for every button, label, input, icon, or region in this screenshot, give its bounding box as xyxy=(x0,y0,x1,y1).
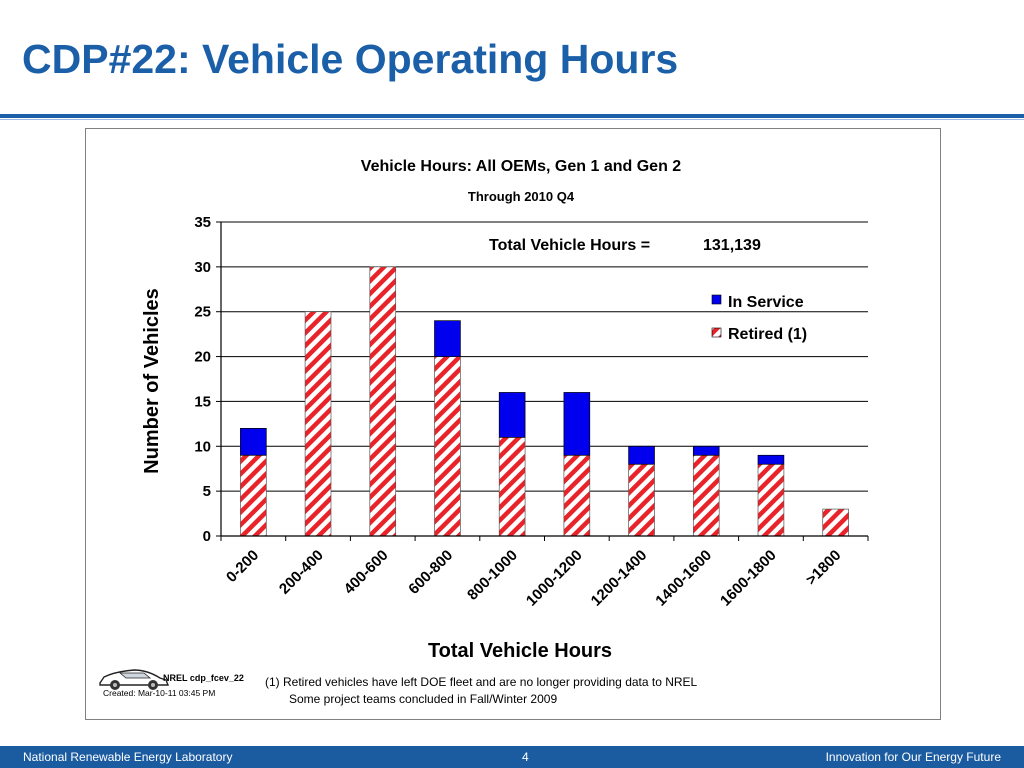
bar-retired xyxy=(692,454,720,537)
total-hours-value: 131,139 xyxy=(703,237,761,254)
chart-subtitle: Through 2010 Q4 xyxy=(468,189,575,204)
created-timestamp: Created: Mar-10-11 03:45 PM xyxy=(103,688,215,698)
footnote-line-1: (1) Retired vehicles have left DOE fleet… xyxy=(265,675,698,689)
bar-retired xyxy=(628,463,655,537)
y-tick-label: 25 xyxy=(194,304,211,321)
x-tick-label: 1600-1800 xyxy=(717,547,780,610)
legend-swatch-retired xyxy=(711,327,722,338)
footnote-line-2: Some project teams concluded in Fall/Win… xyxy=(289,692,557,706)
legend: In Service Retired (1) xyxy=(711,294,807,343)
y-tick-label: 15 xyxy=(194,393,211,410)
footer-tagline: Innovation for Our Energy Future xyxy=(825,750,1001,764)
x-tick-label: 600-800 xyxy=(405,547,456,598)
car-icon xyxy=(99,669,170,690)
x-tick-label: 1200-1400 xyxy=(588,547,651,610)
legend-label-in-service: In Service xyxy=(728,294,804,311)
y-tick-label: 35 xyxy=(194,214,211,231)
title-divider xyxy=(0,114,1024,118)
x-tick-label: 0-200 xyxy=(223,547,262,586)
x-tick-label: >1800 xyxy=(803,547,845,589)
x-tick-label: 800-1000 xyxy=(464,547,521,604)
x-tick-label: 1000-1200 xyxy=(523,547,586,610)
bar-in-service xyxy=(692,445,720,456)
x-tick-label: 400-600 xyxy=(341,547,392,598)
bar-retired xyxy=(498,436,526,537)
bar-in-service xyxy=(563,392,591,456)
y-tick-label: 10 xyxy=(194,438,211,455)
legend-label-retired: Retired (1) xyxy=(728,326,807,343)
y-tick-labels: 0 5 10 15 20 25 30 35 xyxy=(194,214,211,545)
x-tick-label: 1400-1600 xyxy=(652,547,715,610)
y-tick-label: 0 xyxy=(203,528,211,545)
bar-retired xyxy=(822,508,849,537)
chart-frame: Vehicle Hours: All OEMs, Gen 1 and Gen 2… xyxy=(85,128,941,720)
bar-in-service xyxy=(757,454,785,465)
legend-swatch-in-service xyxy=(711,294,722,305)
chart-title: Vehicle Hours: All OEMs, Gen 1 and Gen 2 xyxy=(361,158,681,175)
bar-in-service xyxy=(434,320,461,357)
y-tick-label: 20 xyxy=(194,349,211,366)
y-tick-label: 30 xyxy=(194,259,211,276)
bar-retired xyxy=(434,356,461,537)
bar-retired xyxy=(563,454,591,537)
bars-group xyxy=(240,266,849,537)
axes-group xyxy=(216,221,869,541)
bar-in-service xyxy=(498,392,526,438)
bar-chart: Vehicle Hours: All OEMs, Gen 1 and Gen 2… xyxy=(99,158,869,706)
x-axis-label: Total Vehicle Hours xyxy=(428,640,612,662)
slide-title: CDP#22: Vehicle Operating Hours xyxy=(22,36,679,82)
x-tick-label: 200-400 xyxy=(276,547,327,598)
bar-retired xyxy=(757,463,785,537)
footer-organization: National Renewable Energy Laboratory xyxy=(23,750,233,764)
bar-retired xyxy=(240,454,267,537)
slide-footer: National Renewable Energy Laboratory 4 I… xyxy=(0,746,1024,768)
title-divider-thin xyxy=(0,119,1024,120)
bar-in-service xyxy=(628,445,655,465)
total-hours-label: Total Vehicle Hours = xyxy=(489,237,650,254)
source-id: NREL cdp_fcev_22 xyxy=(163,673,244,683)
footer-page-number: 4 xyxy=(522,750,529,764)
x-tick-labels: 0-200 200-400 400-600 600-800 800-1000 1000-1… xyxy=(223,547,844,610)
bar-retired xyxy=(304,311,332,537)
y-axis-label: Number of Vehicles xyxy=(141,288,163,474)
bar-in-service xyxy=(240,427,267,456)
bar-retired xyxy=(369,266,397,537)
y-tick-label: 5 xyxy=(203,483,211,500)
